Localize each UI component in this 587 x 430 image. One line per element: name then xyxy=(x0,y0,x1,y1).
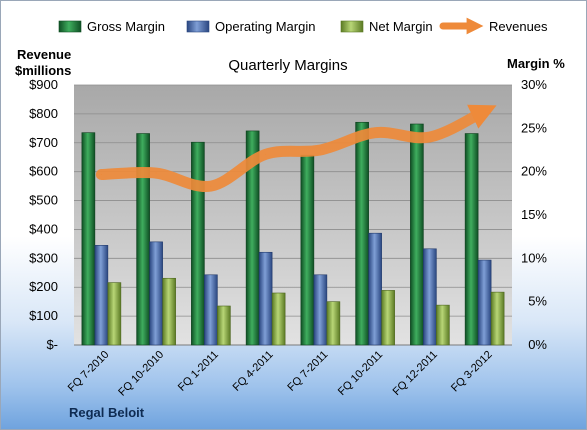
right-axis-title: Margin % xyxy=(507,56,565,71)
revenues-point-fq-7-2011 xyxy=(319,149,321,151)
x-tick-label-fq-7-2010: FQ 7-2010 xyxy=(66,349,112,395)
legend-label-operating-margin: Operating Margin xyxy=(215,19,315,34)
left-tick-label: $300 xyxy=(29,250,58,265)
legend-swatch-net-margin xyxy=(340,20,364,33)
x-tick-label-fq-1-2011: FQ 1-2011 xyxy=(176,349,221,394)
legend-swatch-gross-margin xyxy=(58,20,82,33)
footer-company-name: Regal Beloit xyxy=(69,405,145,420)
bar-gross-margin-fq-10-2010 xyxy=(136,133,150,346)
legend-label-gross-margin: Gross Margin xyxy=(87,19,165,34)
left-tick-label: $800 xyxy=(29,106,58,121)
bar-gross-margin-fq-10-2011 xyxy=(355,121,369,346)
right-tick-label: 5% xyxy=(528,294,547,309)
revenues-point-fq-10-2011 xyxy=(374,132,376,134)
left-axis-title-line2: $millions xyxy=(15,63,71,78)
bar-operating-margin-fq-10-2011 xyxy=(368,232,382,346)
x-tick-label-fq-10-2011: FQ 10-2011 xyxy=(336,349,385,398)
bar-gross-margin-fq-12-2011 xyxy=(410,123,424,346)
x-tick-label-fq-12-2011: FQ 12-2011 xyxy=(391,349,440,398)
x-axis-ticks: FQ 7-2010 FQ 10-2010 FQ 1-2011 FQ 4-2011 FQ … xyxy=(66,349,495,399)
revenues-line xyxy=(95,104,497,193)
left-tick-label: $100 xyxy=(29,308,58,323)
legend-label-revenues: Revenues xyxy=(489,19,548,34)
right-tick-label: 15% xyxy=(521,207,547,222)
revenues-point-fq-10-2010 xyxy=(155,172,157,174)
bar-net-margin-fq-10-2011 xyxy=(381,290,395,346)
chart-title: Quarterly Margins xyxy=(228,57,347,74)
left-tick-label: $200 xyxy=(29,279,58,294)
revenue-line-group xyxy=(95,104,497,193)
left-tick-label: $- xyxy=(46,337,58,352)
left-tick-label: $900 xyxy=(29,77,58,92)
left-tick-label: $700 xyxy=(29,135,58,150)
bar-gross-margin-fq-1-2011 xyxy=(191,141,205,346)
left-tick-label: $600 xyxy=(29,164,58,179)
bar-operating-margin-fq-4-2011 xyxy=(258,251,273,346)
left-tick-label: $500 xyxy=(29,193,58,208)
revenues-point-fq-3-2012 xyxy=(484,110,486,112)
bar-operating-margin-fq-7-2010 xyxy=(94,245,109,346)
revenues-point-fq-12-2011 xyxy=(429,136,431,138)
bar-operating-margin-fq-10-2010 xyxy=(149,241,163,346)
bar-net-margin-fq-10-2010 xyxy=(162,277,176,346)
right-tick-label: 0% xyxy=(528,337,547,352)
bar-operating-margin-fq-3-2012 xyxy=(477,259,492,346)
bar-gross-margin-fq-7-2011 xyxy=(300,154,315,346)
x-tick-label-fq-10-2010: FQ 10-2010 xyxy=(116,349,166,399)
right-tick-label: 10% xyxy=(521,250,547,265)
bar-operating-margin-fq-7-2011 xyxy=(313,274,328,346)
bar-operating-margin-fq-1-2011 xyxy=(204,274,218,346)
bar-net-margin-fq-7-2010 xyxy=(107,282,122,346)
right-tick-label: 30% xyxy=(521,77,547,92)
legend-label-net-margin: Net Margin xyxy=(369,19,433,34)
bar-gross-margin-fq-3-2012 xyxy=(464,133,479,346)
bar-net-margin-fq-7-2011 xyxy=(326,301,341,346)
legend: Gross Margin Operating Margin Net Margin… xyxy=(58,17,548,35)
bar-operating-margin-fq-12-2011 xyxy=(423,248,437,346)
bar-gross-margin-fq-4-2011 xyxy=(245,130,260,346)
x-tick-label-fq-4-2011: FQ 4-2011 xyxy=(231,349,276,394)
revenues-point-fq-4-2011 xyxy=(265,153,267,155)
right-axis-ticks: 0% 5% 10% 15% 20% 25% 30% xyxy=(521,77,547,352)
x-tick-label-fq-3-2012: FQ 3-2012 xyxy=(449,349,495,395)
right-tick-label: 20% xyxy=(521,164,547,179)
right-tick-label: 25% xyxy=(521,120,547,135)
bars-group xyxy=(81,121,505,346)
bar-net-margin-fq-4-2011 xyxy=(271,292,286,346)
bar-net-margin-fq-1-2011 xyxy=(217,305,231,346)
left-tick-label: $400 xyxy=(29,221,58,236)
bar-net-margin-fq-3-2012 xyxy=(490,291,505,346)
legend-swatch-operating-margin xyxy=(186,20,210,33)
left-axis-ticks: $- $100 $200 $300 $400 $500 $600 $700 $800 $900 xyxy=(29,77,58,352)
bar-gross-margin-fq-7-2010 xyxy=(81,132,96,346)
x-tick-label-fq-7-2011: FQ 7-2011 xyxy=(285,349,330,394)
left-axis-title-line1: Revenue xyxy=(17,47,71,62)
revenues-point-fq-7-2010 xyxy=(100,174,102,176)
revenues-point-fq-1-2011 xyxy=(210,185,212,187)
bar-net-margin-fq-12-2011 xyxy=(436,304,450,346)
